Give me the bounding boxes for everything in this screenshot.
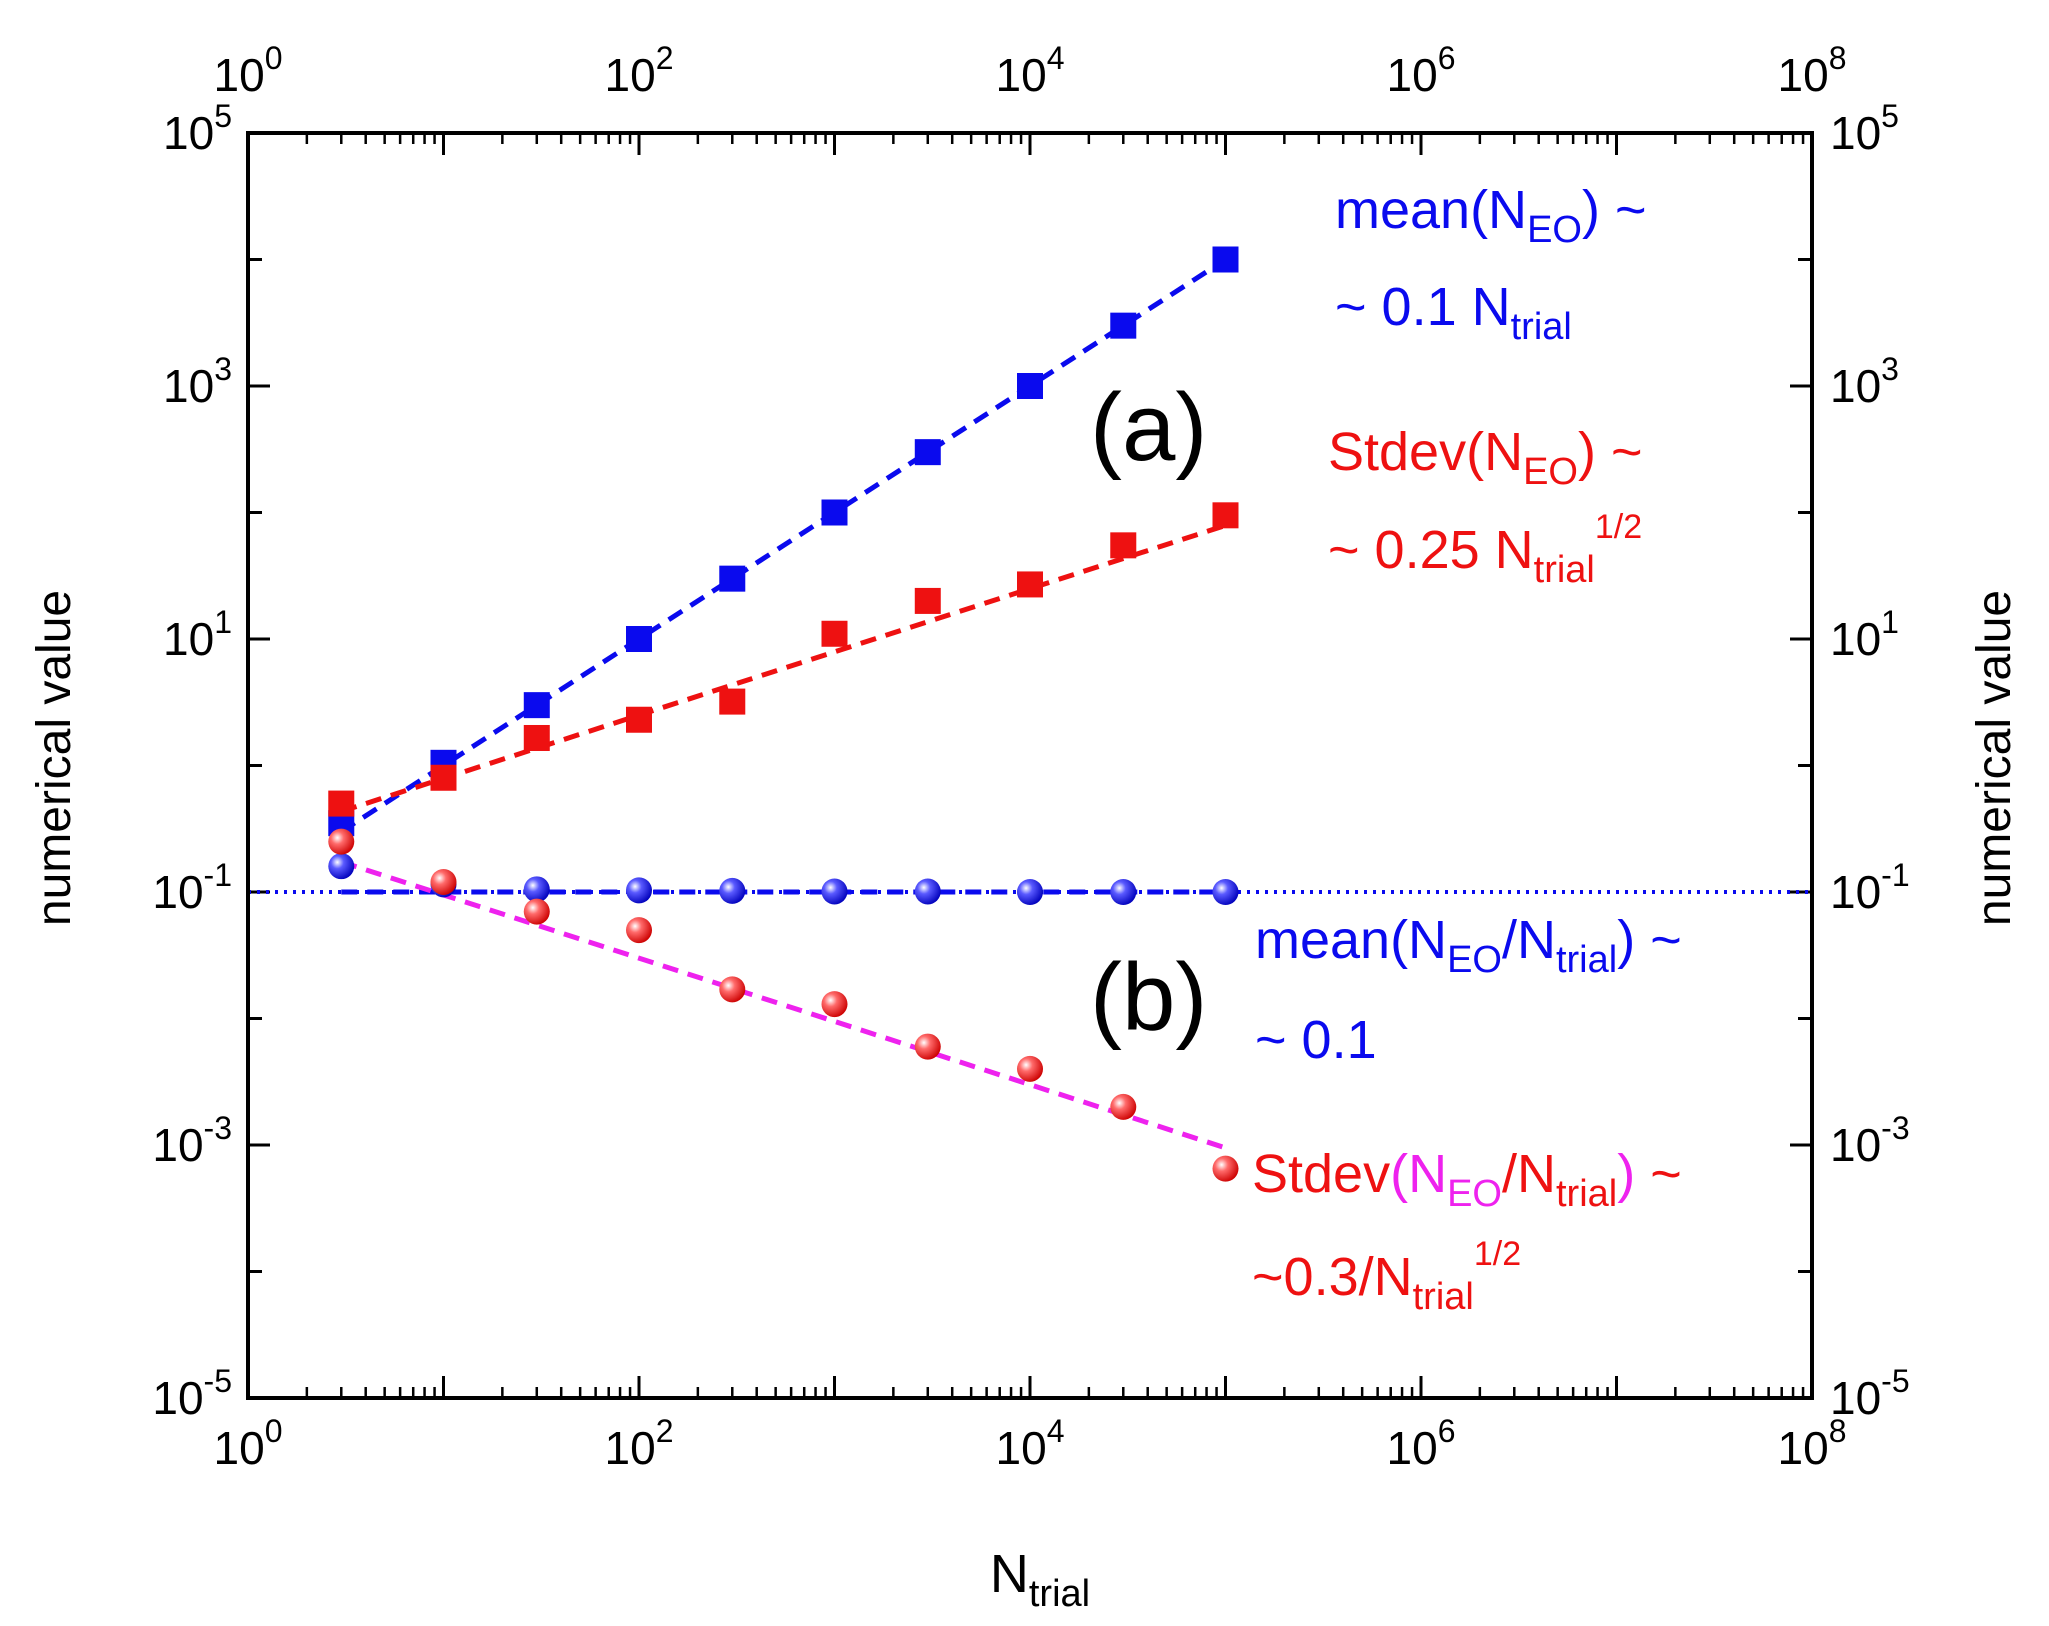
data-point-stdev_b: [523, 898, 550, 925]
y-tick-label: 10-3: [152, 1110, 232, 1171]
data-point-stdev_b: [1110, 1093, 1137, 1120]
data-point-stdev_b: [430, 868, 457, 895]
annotation-mean-a-line1: mean(NEO) ~: [1335, 180, 1647, 251]
x-tick-label: 104: [996, 1413, 1065, 1474]
y-tick-label: 10-5: [152, 1363, 232, 1424]
data-point-mean_b: [523, 876, 550, 903]
data-point-mean_b: [1110, 879, 1137, 905]
annotation-stdev-b-line1: Stdev(NEO/Ntrial) ~: [1252, 1144, 1682, 1215]
data-point-stdev_a: [1212, 502, 1239, 529]
data-point-stdev_a: [719, 688, 746, 715]
y-tick-label-right: 10-5: [1830, 1363, 1910, 1424]
data-point-mean_a: [1017, 373, 1043, 399]
annotation-stdev-a-line2: ~ 0.25 Ntrial1/2: [1328, 508, 1642, 591]
x-tick-label: 102: [605, 1413, 674, 1474]
data-point-stdev_b: [1017, 1055, 1043, 1082]
data-point-stdev_a: [626, 706, 652, 733]
data-point-mean_b: [914, 878, 941, 905]
data-point-stdev_a: [914, 587, 941, 614]
x-tick-label: 108: [1778, 1413, 1847, 1474]
data-point-mean_a: [1110, 312, 1137, 339]
data-point-mean_a: [719, 565, 746, 592]
y-tick-label: 10-1: [152, 857, 232, 918]
data-point-stdev_b: [626, 917, 652, 944]
x-tick-label: 106: [1387, 1413, 1456, 1474]
data-point-stdev_a: [1017, 571, 1043, 598]
y-tick-label-right: 10-3: [1830, 1110, 1910, 1171]
data-point-mean_b: [1212, 879, 1239, 905]
panel-label-b: (b): [1090, 944, 1207, 1051]
y-tick-label: 105: [163, 98, 232, 159]
data-point-stdev_b: [328, 828, 355, 855]
data-point-stdev_a: [821, 620, 848, 647]
x-tick-label-top: 104: [996, 40, 1065, 101]
annotation-mean-b-line2: ~ 0.1: [1255, 1010, 1377, 1070]
data-point-mean_a: [1212, 246, 1239, 273]
y-tick-label-right: 10-1: [1830, 857, 1910, 918]
fit-line-mean_a: [339, 257, 1227, 834]
y-tick-label-right: 105: [1830, 98, 1899, 159]
panel-label-a: (a): [1090, 374, 1207, 481]
annotation-mean-a-line2: ~ 0.1 Ntrial: [1335, 277, 1572, 348]
x-tick-label-top: 106: [1387, 40, 1456, 101]
data-point-mean_b: [328, 853, 355, 880]
annotation-stdev-b-line2: ~0.3/Ntrial1/2: [1252, 1235, 1521, 1318]
data-point-mean_b: [626, 877, 652, 904]
data-point-mean_b: [821, 878, 848, 905]
x-axis-title: Ntrial: [990, 1544, 1090, 1615]
data-point-stdev_a: [328, 790, 355, 817]
x-tick-label-top: 102: [605, 40, 674, 101]
x-tick-label-top: 100: [214, 40, 283, 101]
data-point-mean_b: [1017, 879, 1043, 905]
y-axis-title-right: numerical value: [1968, 590, 2021, 926]
data-point-mean_a: [914, 439, 941, 466]
y-tick-label: 103: [163, 351, 232, 412]
data-point-mean_a: [626, 626, 652, 652]
y-tick-label-right: 103: [1830, 351, 1899, 412]
annotation-stdev-a-line1: Stdev(NEO) ~: [1328, 422, 1643, 493]
data-point-mean_a: [821, 499, 848, 526]
data-point-stdev_a: [430, 764, 457, 791]
x-tick-label: 100: [214, 1413, 283, 1474]
y-tick-label-right: 101: [1830, 604, 1899, 665]
data-point-mean_b: [719, 877, 746, 904]
data-point-stdev_a: [1110, 532, 1137, 559]
data-point-stdev_b: [1212, 1155, 1239, 1182]
data-point-stdev_a: [523, 724, 550, 751]
data-point-stdev_b: [821, 991, 848, 1018]
annotation-mean-b-line1: mean(NEO/Ntrial) ~: [1255, 910, 1682, 981]
x-tick-label-top: 108: [1778, 40, 1847, 101]
fit-lines: [339, 257, 1227, 1151]
y-tick-label: 101: [163, 604, 232, 665]
data-point-stdev_b: [719, 976, 746, 1003]
data-point-stdev_b: [914, 1033, 941, 1060]
y-axis-title-left: numerical value: [28, 590, 81, 926]
data-markers: [328, 246, 1239, 1182]
data-point-mean_a: [523, 692, 550, 719]
plot-frame: [246, 131, 1814, 1400]
fit-line-stdev_a: [340, 523, 1227, 814]
